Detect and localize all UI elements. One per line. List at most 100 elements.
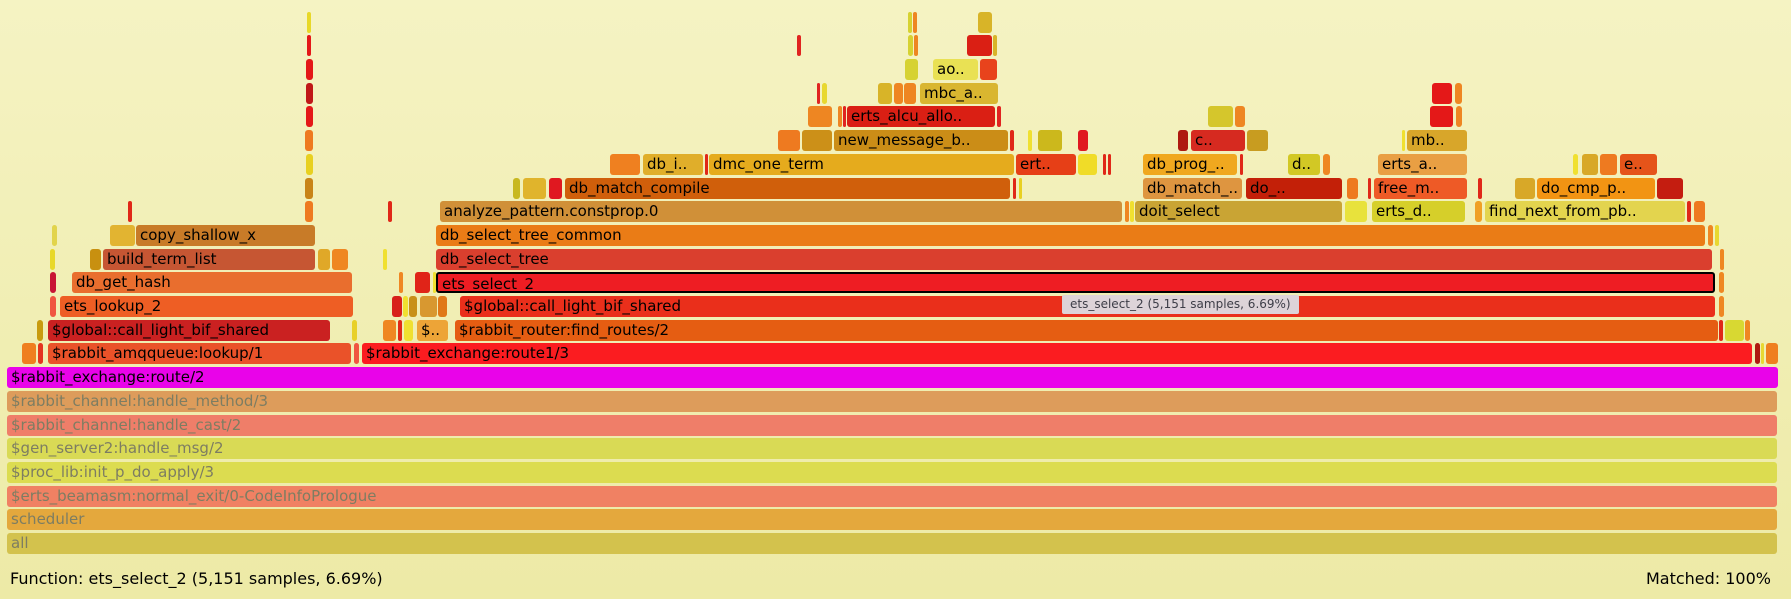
flame-frame[interactable]	[1719, 296, 1724, 317]
flame-frame[interactable]	[908, 35, 913, 57]
flame-frame[interactable]	[1038, 130, 1062, 152]
flame-frame[interactable]	[332, 248, 348, 270]
status-matched-label[interactable]: Matched: 100%	[1645, 569, 1771, 588]
flame-frame[interactable]	[318, 248, 330, 270]
flame-frame-do-cmp-p[interactable]: do_cmp_p..	[1537, 177, 1655, 199]
flame-frame-erts-beamasm-normal-exit-0-codeinfoprologue[interactable]: $erts_beamasm:normal_exit/0-CodeInfoProl…	[7, 485, 1777, 507]
flame-frame[interactable]	[52, 224, 57, 246]
flame-frame[interactable]	[306, 59, 313, 80]
flame-frame[interactable]	[894, 82, 903, 104]
flame-frame[interactable]	[306, 153, 313, 175]
flame-frame[interactable]	[383, 248, 387, 270]
flame-frame-c[interactable]: c..	[1191, 130, 1245, 152]
flame-frame[interactable]	[1694, 201, 1705, 223]
flame-frame[interactable]	[1430, 106, 1453, 128]
flame-frame[interactable]	[1019, 177, 1022, 199]
flame-frame-mb[interactable]: mb..	[1407, 130, 1467, 152]
flame-frame[interactable]	[392, 296, 402, 317]
flame-frame[interactable]	[404, 319, 413, 341]
flame-frame[interactable]	[1323, 153, 1330, 175]
flame-frame[interactable]	[610, 153, 640, 175]
flame-frame-build-term-list[interactable]: build_term_list	[103, 248, 315, 270]
flame-frame-db-match-compile[interactable]: db_match_compile	[565, 177, 1010, 199]
flame-frame-scheduler[interactable]: scheduler	[7, 509, 1777, 531]
flame-frame-erts-a[interactable]: erts_a..	[1378, 153, 1467, 175]
flame-frame-ert[interactable]: ert..	[1016, 153, 1076, 175]
flame-frame[interactable]	[1475, 201, 1482, 223]
flame-frame[interactable]	[438, 296, 447, 317]
flame-frame-db-prog[interactable]: db_prog_..	[1143, 153, 1237, 175]
flame-frame[interactable]	[50, 248, 55, 270]
flame-frame[interactable]	[128, 201, 132, 223]
flame-frame[interactable]	[38, 343, 43, 365]
flame-frame[interactable]	[905, 59, 918, 80]
flame-frame[interactable]	[352, 319, 357, 341]
flame-frame[interactable]	[1715, 224, 1719, 246]
flame-frame[interactable]	[1573, 153, 1578, 175]
flame-frame[interactable]	[878, 82, 892, 104]
flame-frame[interactable]	[1755, 343, 1760, 365]
flame-frame-rabbit-channel-handle-method-3[interactable]: $rabbit_channel:handle_method/3	[7, 390, 1777, 412]
flame-frame[interactable]	[415, 272, 430, 294]
flame-frame-db-select-tree-common[interactable]: db_select_tree_common	[436, 224, 1705, 246]
flame-frame[interactable]	[409, 296, 417, 317]
flame-frame-new-message-b[interactable]: new_message_b..	[834, 130, 1008, 152]
flame-frame[interactable]	[90, 248, 101, 270]
flame-frame[interactable]	[993, 35, 997, 57]
flame-frame-db-match[interactable]: db_match_..	[1143, 177, 1242, 199]
flame-frame[interactable]	[914, 35, 918, 57]
flame-frame-gen-server2-handle-msg-2[interactable]: $gen_server2:handle_msg/2	[7, 438, 1777, 460]
flame-frame[interactable]	[908, 11, 912, 33]
flame-frame-e[interactable]: e..	[1620, 153, 1657, 175]
flame-frame[interactable]	[22, 343, 36, 365]
flame-frame[interactable]	[50, 296, 56, 317]
flame-frame[interactable]	[513, 177, 520, 199]
flame-frame[interactable]	[306, 82, 313, 104]
flame-frame-find-next-from-pb[interactable]: find_next_from_pb..	[1485, 201, 1685, 223]
flame-frame[interactable]	[110, 224, 135, 246]
flame-frame[interactable]	[1178, 130, 1188, 152]
flame-frame[interactable]	[1582, 153, 1598, 175]
flame-frame[interactable]	[306, 106, 313, 128]
flame-frame[interactable]	[1719, 319, 1723, 341]
flame-frame[interactable]	[997, 106, 1001, 128]
flame-frame[interactable]	[433, 272, 436, 294]
flame-frame-do[interactable]: do_..	[1246, 177, 1342, 199]
flame-frame[interactable]	[399, 272, 403, 294]
flame-frame[interactable]	[1368, 177, 1371, 199]
flame-frame[interactable]	[523, 177, 546, 199]
flame-frame-mbc-a[interactable]: mbc_a..	[920, 82, 998, 104]
flame-frame[interactable]	[388, 201, 392, 223]
flame-frame-ets-select-2[interactable]: ets_select_2	[436, 272, 1715, 294]
flame-frame-rabbit-exchange-route1-3[interactable]: $rabbit_exchange:route1/3	[362, 343, 1752, 365]
flame-frame[interactable]	[1235, 106, 1245, 128]
flame-frame-copy-shallow-x[interactable]: copy_shallow_x	[136, 224, 315, 246]
flame-frame[interactable]	[50, 272, 56, 294]
flame-frame[interactable]	[1478, 177, 1482, 199]
flame-frame[interactable]	[913, 11, 917, 33]
flame-frame[interactable]	[1247, 130, 1268, 152]
flame-frame[interactable]	[1345, 201, 1367, 223]
flame-frame[interactable]	[1078, 153, 1097, 175]
flame-frame-global-call-light-bif-shared[interactable]: $global::call_light_bif_shared	[48, 319, 330, 341]
flame-frame-doit-select[interactable]: doit_select	[1135, 201, 1342, 223]
flame-frame[interactable]	[307, 11, 311, 33]
flame-frame[interactable]	[383, 319, 396, 341]
flame-frame[interactable]	[1720, 248, 1724, 270]
flame-frame[interactable]	[797, 35, 801, 57]
flame-frame[interactable]	[1745, 319, 1750, 341]
flame-frame[interactable]	[705, 153, 708, 175]
flame-frame[interactable]	[305, 201, 313, 223]
flame-frame-all[interactable]: all	[7, 533, 1777, 554]
flame-frame-rabbit-amqqueue-lookup-1[interactable]: $rabbit_amqqueue:lookup/1	[48, 343, 351, 365]
flame-frame-d[interactable]: d..	[1288, 153, 1320, 175]
flame-frame[interactable]	[1402, 130, 1405, 152]
flame-frame[interactable]	[1103, 153, 1106, 175]
flame-frame[interactable]	[1708, 224, 1713, 246]
flame-frame[interactable]	[1456, 106, 1462, 128]
flame-frame[interactable]	[305, 177, 313, 199]
flame-frame[interactable]	[822, 82, 827, 104]
flame-frame-erts-d[interactable]: erts_d..	[1372, 201, 1465, 223]
flame-frame[interactable]	[398, 319, 402, 341]
flame-frame[interactable]	[1078, 130, 1088, 152]
